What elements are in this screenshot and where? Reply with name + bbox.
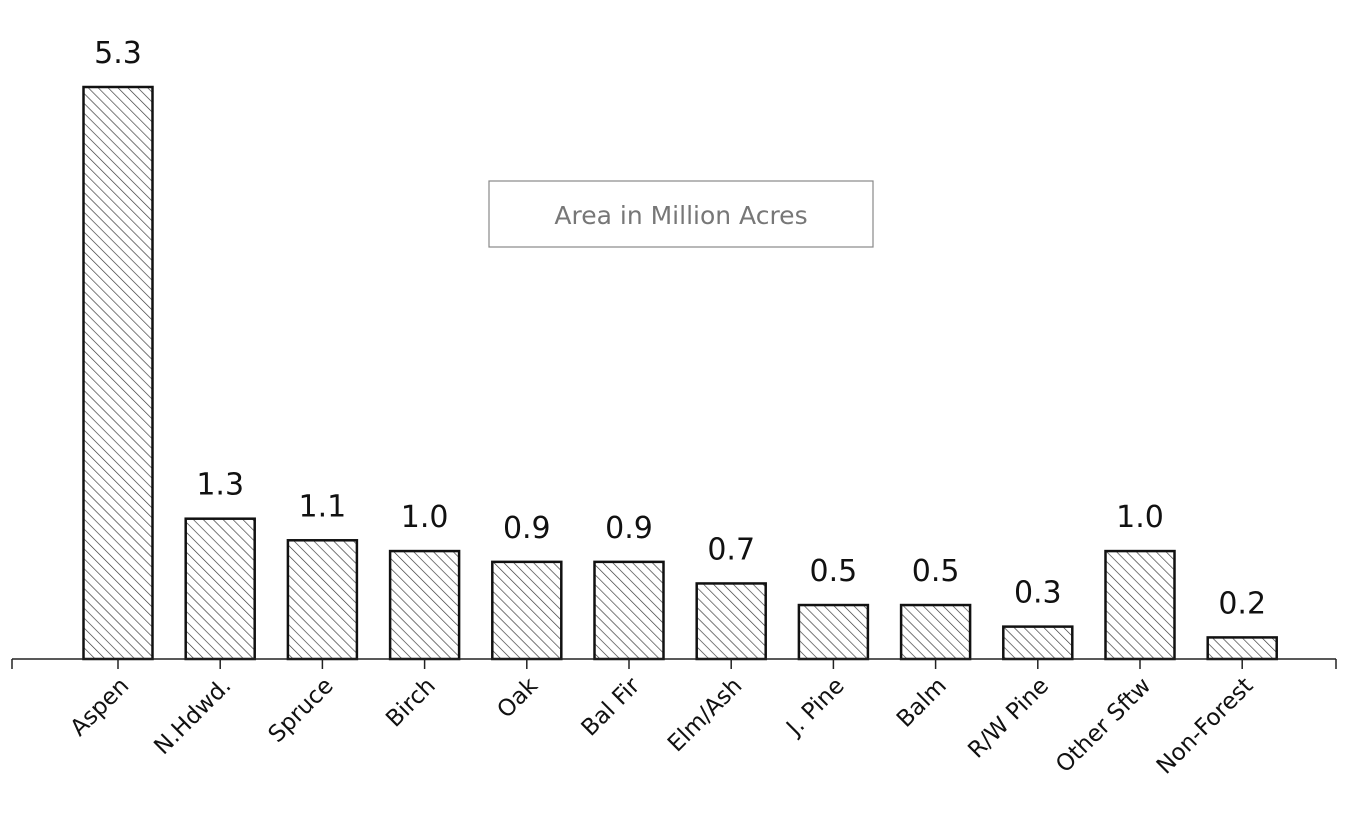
legend: Area in Million Acres — [488, 180, 874, 248]
bar-bal-fir — [593, 560, 665, 661]
bar-oak — [491, 560, 563, 661]
category-labels-group: Aspen N.Hdwd. Spruce Birch Oak Bal Fir Elm/Ash… — [66, 672, 1259, 779]
category-label-other-sftw: Other Sftw — [1051, 673, 1156, 778]
category-label-bal-fir: Bal Fir — [577, 672, 646, 741]
value-label-bal-fir: 0.9 — [605, 511, 653, 546]
value-label-n-hdwd: 1.3 — [196, 468, 244, 503]
bars-group — [82, 85, 1278, 661]
value-label-other-sftw: 1.0 — [1116, 500, 1164, 535]
value-label-spruce: 1.1 — [299, 489, 347, 524]
category-label-r-w-pine: R/W Pine — [963, 673, 1054, 764]
x-axis-ticks — [11, 659, 1337, 669]
value-label-elm-ash: 0.7 — [707, 532, 755, 567]
category-label-birch: Birch — [381, 673, 441, 733]
bar-other-sftw — [1104, 549, 1176, 661]
legend-label: Area in Million Acres — [554, 201, 807, 230]
legend-box — [488, 180, 874, 248]
category-label-n-hdwd: N.Hdwd. — [149, 673, 236, 760]
value-label-oak: 0.9 — [503, 511, 551, 546]
value-label-r-w-pine: 0.3 — [1014, 576, 1062, 611]
category-label-non-forest: Non-Forest — [1152, 673, 1259, 780]
value-label-j-pine: 0.5 — [810, 554, 858, 589]
bar-balm — [899, 603, 972, 661]
category-label-elm-ash: Elm/Ash — [663, 673, 747, 757]
category-label-j-pine: J. Pine — [780, 673, 849, 742]
bar-aspen — [82, 85, 154, 661]
category-label-spruce: Spruce — [264, 673, 339, 748]
bar-birch — [388, 549, 461, 661]
value-label-balm: 0.5 — [912, 554, 960, 589]
category-label-aspen: Aspen — [66, 673, 135, 742]
bar-spruce — [286, 539, 359, 661]
bar-j-pine — [797, 603, 870, 661]
bar-r-w-pine — [1002, 625, 1074, 661]
value-label-non-forest: 0.2 — [1218, 586, 1266, 621]
category-label-balm: Balm — [892, 673, 952, 733]
value-label-birch: 1.0 — [401, 500, 449, 535]
bar-n-hdwd — [184, 517, 256, 661]
category-label-oak: Oak — [492, 672, 543, 723]
value-label-aspen: 5.3 — [94, 36, 142, 71]
bar-non-forest — [1206, 636, 1278, 661]
bar-elm-ash — [695, 582, 767, 661]
value-labels-group: 5.3 1.3 1.1 1.0 0.9 0.9 0.7 0.5 0.5 0.3 1.0 0.2 — [94, 36, 1266, 621]
